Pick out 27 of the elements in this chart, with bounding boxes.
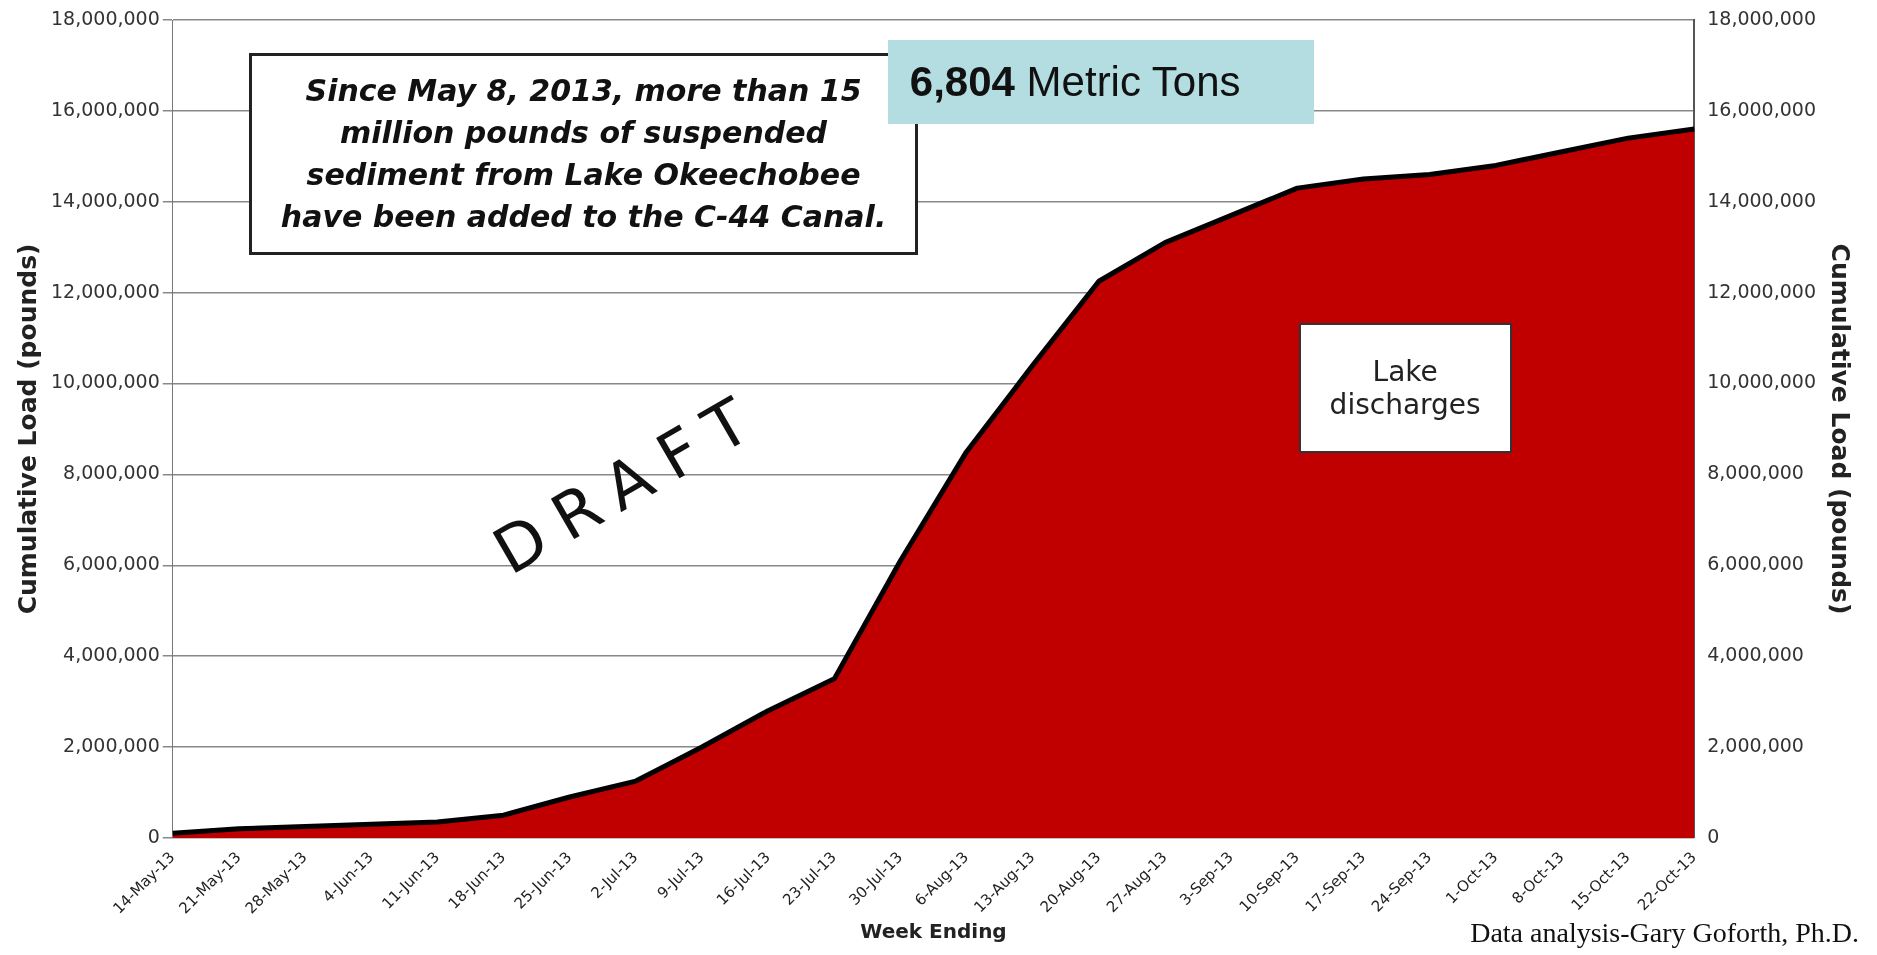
text: Data analysis-Gary Goforth, Ph.D. bbox=[1470, 917, 1859, 949]
y2-axis-title: Cumulative Load (pounds) bbox=[1825, 243, 1855, 615]
y2-tick-label: 14,000,000 bbox=[1707, 188, 1817, 211]
annotation: Lake discharges bbox=[1298, 322, 1512, 453]
y2-tick-label: 8,000,000 bbox=[1707, 461, 1804, 484]
y2-tick-label: 2,000,000 bbox=[1707, 733, 1804, 756]
y2-tick-label: 0 bbox=[1707, 824, 1720, 847]
y-tick-label: 14,000,000 bbox=[50, 188, 160, 211]
y-tick-label: 4,000,000 bbox=[63, 643, 160, 666]
y-tick-label: 6,000,000 bbox=[63, 552, 160, 575]
y-tick-label: 2,000,000 bbox=[63, 733, 160, 756]
y-tick-label: 0 bbox=[147, 824, 160, 847]
y-tick-label: 10,000,000 bbox=[50, 370, 160, 393]
x-axis-title: Week Ending bbox=[860, 919, 1007, 944]
y2-tick-label: 6,000,000 bbox=[1707, 552, 1804, 575]
y2-tick-label: 10,000,000 bbox=[1707, 370, 1817, 393]
y-tick-label: 12,000,000 bbox=[50, 279, 160, 302]
y2-tick-label: 16,000,000 bbox=[1707, 97, 1817, 120]
y-axis-title: Cumulative Load (pounds) bbox=[12, 243, 42, 615]
y2-tick-label: 12,000,000 bbox=[1707, 279, 1817, 302]
y-tick-label: 18,000,000 bbox=[50, 6, 160, 29]
y-tick-label: 16,000,000 bbox=[50, 97, 160, 120]
annotation: 6,804 Metric Tons bbox=[887, 40, 1314, 125]
y2-tick-label: 18,000,000 bbox=[1707, 6, 1817, 29]
y-tick-label: 8,000,000 bbox=[63, 461, 160, 484]
y2-tick-label: 4,000,000 bbox=[1707, 643, 1804, 666]
annotation: Since May 8, 2013, more than 15 million pounds of suspended sediment from Lake Okeechobee have been added to the C-44 Canal. bbox=[280, 72, 887, 234]
